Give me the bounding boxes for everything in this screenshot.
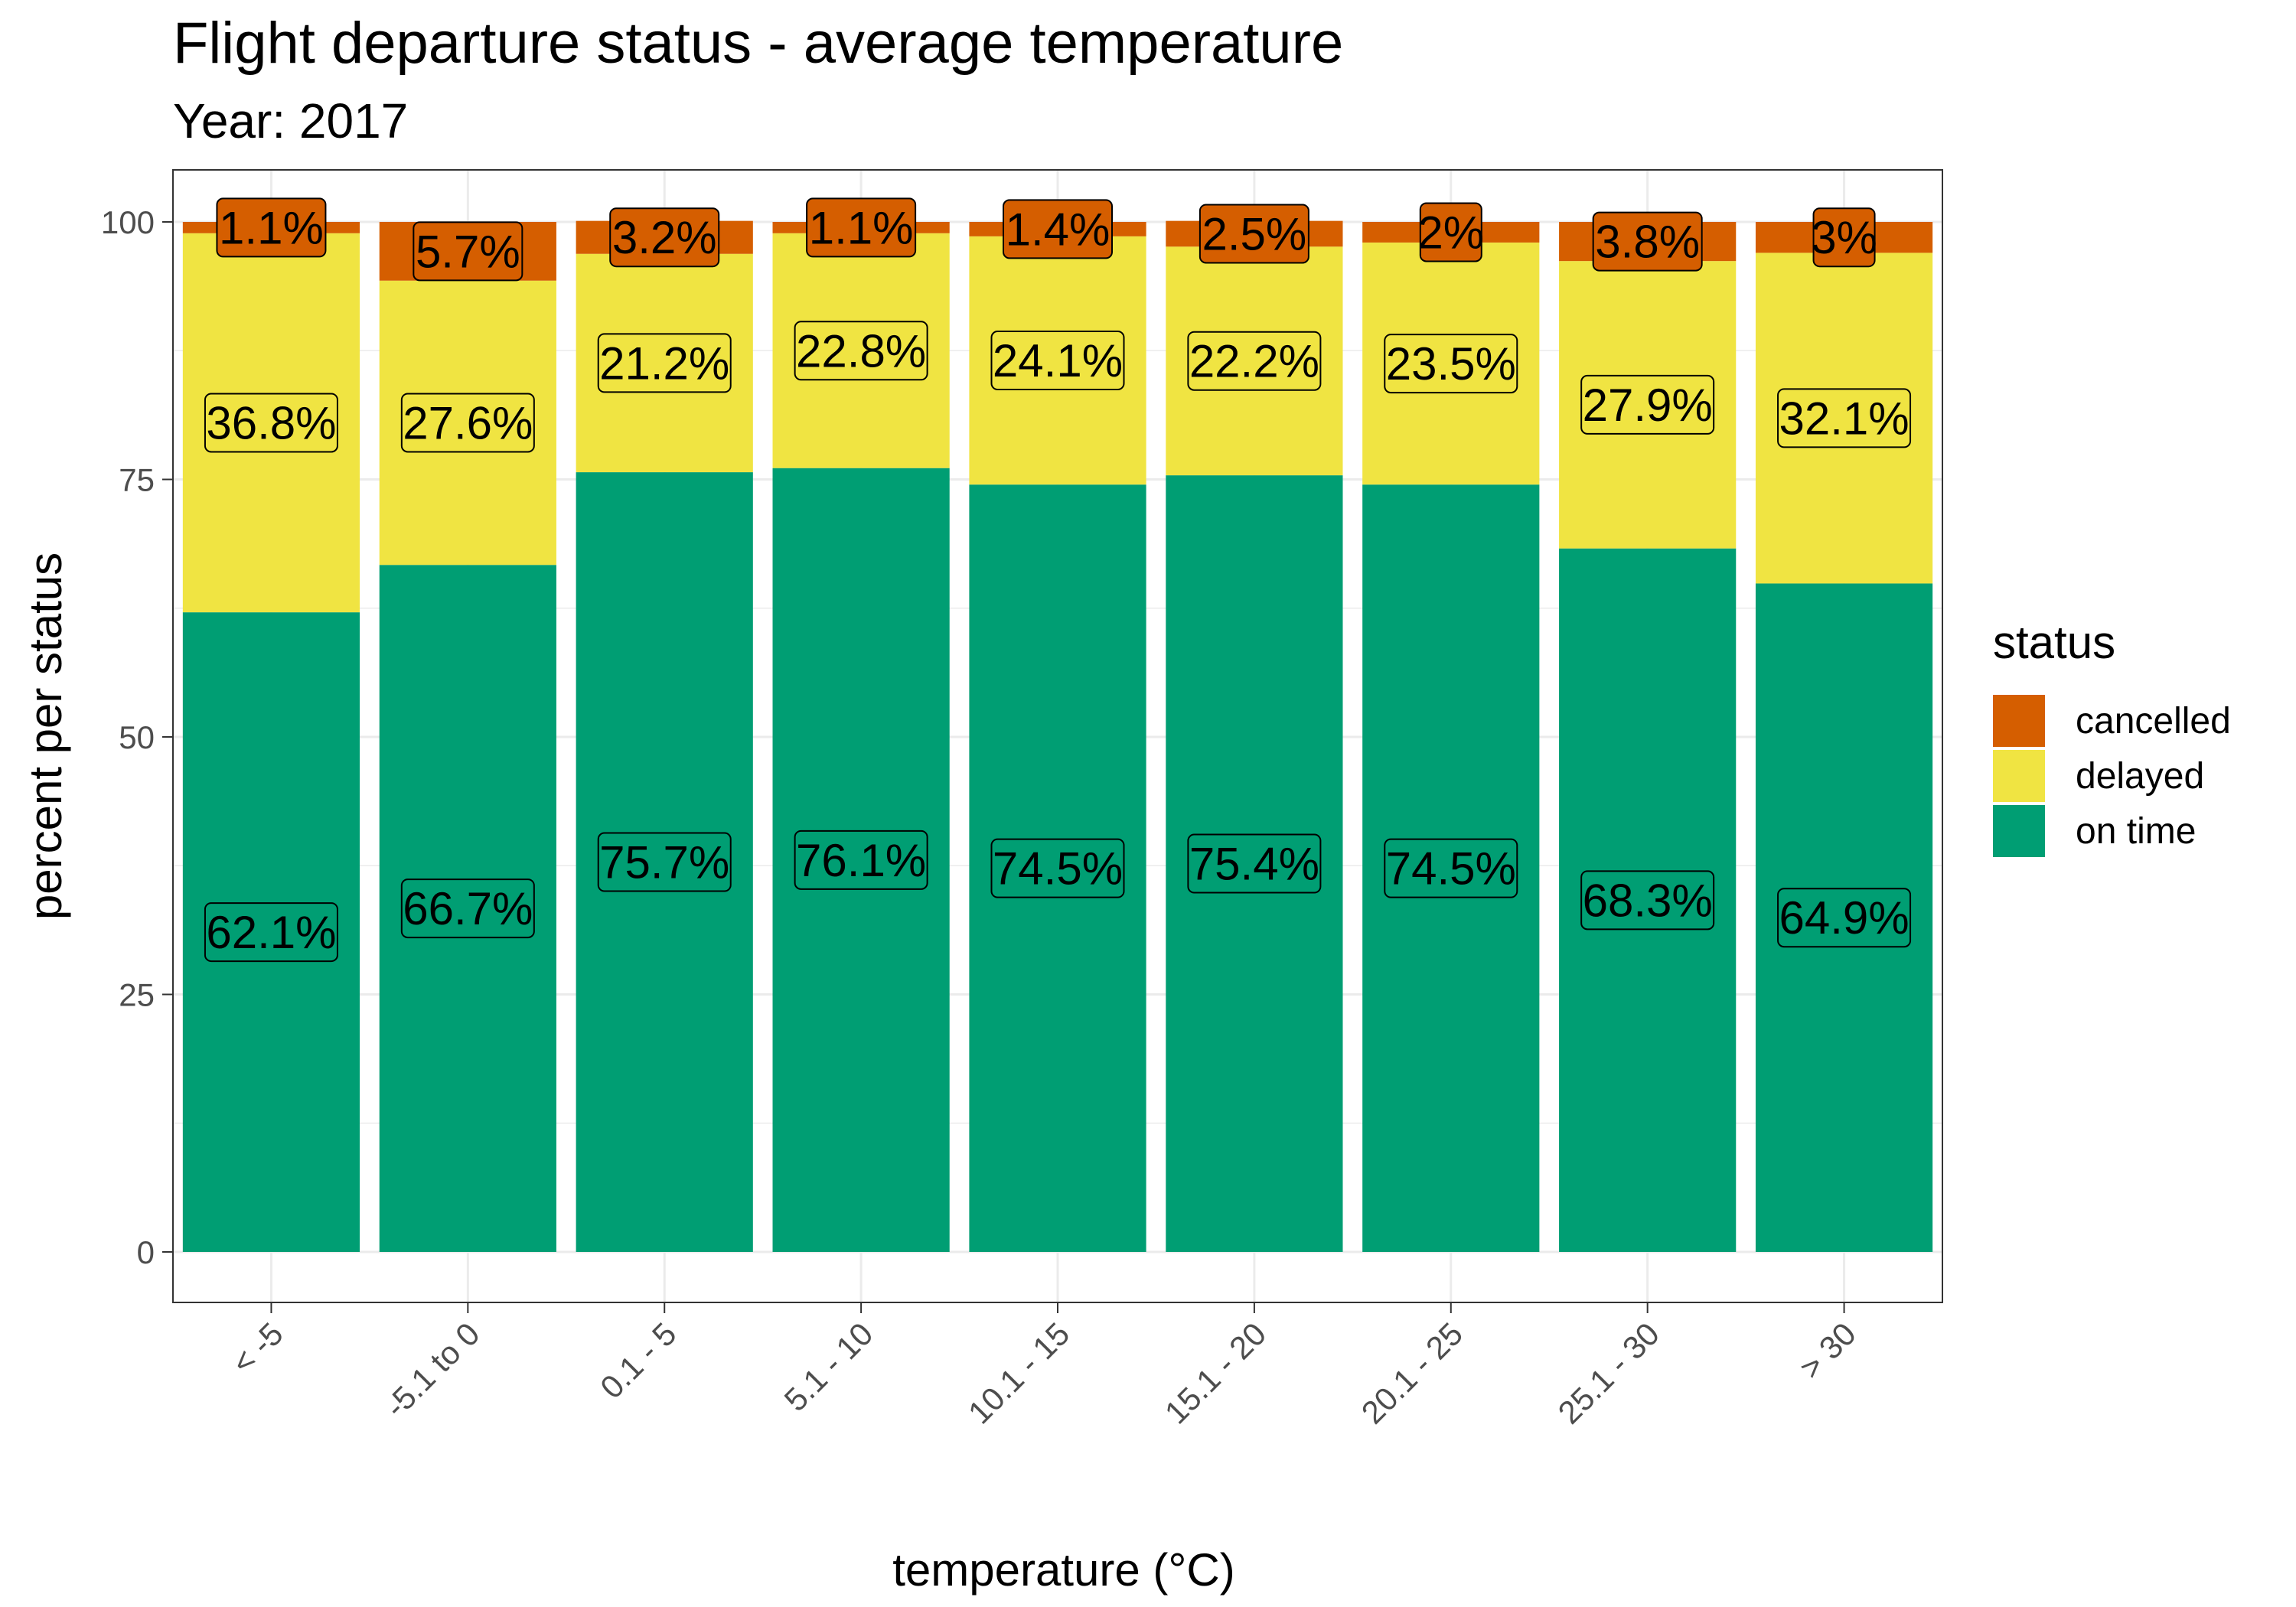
legend-label: on time	[2076, 811, 2196, 852]
legend-key-delayed	[1993, 750, 2045, 802]
data-label: 24.1%	[993, 335, 1123, 386]
data-label-box	[1187, 331, 1322, 391]
data-label-box	[204, 393, 338, 453]
data-label-box	[1419, 202, 1482, 262]
data-label-box	[609, 207, 720, 268]
data-label-box	[1384, 334, 1518, 394]
legend-key-cancelled	[1993, 695, 2045, 747]
data-label-box	[1384, 838, 1518, 898]
chart-title: Flight departure status - average temper…	[173, 11, 1343, 76]
legend-title: status	[1993, 617, 2115, 668]
data-label: 27.6%	[403, 397, 533, 448]
data-label: 36.8%	[206, 397, 336, 448]
data-label-box	[413, 221, 523, 282]
legend: status cancelled delayed on time	[1993, 617, 2231, 857]
data-label: 68.3%	[1583, 875, 1713, 926]
data-label: 32.1%	[1779, 393, 1909, 444]
y-tick-label: 100	[101, 204, 155, 240]
data-label-box	[794, 830, 928, 890]
data-label-box	[1580, 870, 1715, 931]
data-label: 3.2%	[612, 212, 717, 263]
data-label-box	[597, 333, 732, 393]
data-label: 22.8%	[796, 325, 926, 376]
legend-key-on-time	[1993, 805, 2045, 857]
data-label-box	[1580, 374, 1715, 435]
data-label-box	[1777, 888, 1912, 948]
data-labels: 62.1% 66.7% 75.7% 76.1% 74.5% 75.4% 74.5% 68.3%…	[204, 197, 1912, 963]
data-label: 3%	[1811, 212, 1877, 263]
data-label: 27.9%	[1583, 380, 1713, 431]
data-label-box	[806, 197, 917, 258]
y-axis: 0 25 50 75 100	[101, 204, 173, 1270]
y-tick-label: 25	[119, 977, 155, 1013]
data-label: 1.4%	[1006, 204, 1110, 255]
legend-label: delayed	[2076, 756, 2204, 797]
data-label-box	[1812, 207, 1876, 268]
data-label-box	[1777, 388, 1912, 448]
y-tick-label: 0	[137, 1234, 155, 1270]
data-label: 5.7%	[416, 226, 520, 277]
y-tick-label: 75	[119, 462, 155, 498]
data-label: 22.2%	[1189, 336, 1319, 387]
chart-subtitle: Year: 2017	[173, 93, 408, 148]
data-label-box	[990, 838, 1125, 898]
data-label: 75.4%	[1189, 839, 1319, 890]
data-label: 74.5%	[993, 843, 1123, 895]
data-label: 21.2%	[599, 337, 729, 389]
data-label-box	[597, 832, 732, 892]
data-label-box	[216, 197, 327, 258]
data-label: 76.1%	[796, 835, 926, 886]
data-label-box	[1199, 204, 1309, 264]
data-label-box	[400, 393, 535, 453]
data-label-box	[1187, 833, 1322, 894]
data-label: 74.5%	[1386, 843, 1516, 895]
data-label: 1.1%	[219, 202, 324, 253]
data-label: 23.5%	[1386, 338, 1516, 390]
data-label: 64.9%	[1779, 892, 1909, 944]
data-label: 62.1%	[206, 907, 336, 958]
legend-label: cancelled	[2076, 701, 2231, 742]
y-tick-label: 50	[119, 719, 155, 755]
data-label: 66.7%	[403, 883, 533, 934]
y-axis-title: percent per status	[20, 553, 71, 920]
data-label-box	[400, 878, 535, 939]
data-label: 2.5%	[1202, 208, 1307, 259]
data-label-box	[1592, 211, 1703, 272]
data-label-box	[204, 902, 338, 963]
data-label-box	[990, 331, 1125, 391]
data-label: 1.1%	[809, 202, 914, 253]
x-axis-title: temperature (°C)	[892, 1544, 1234, 1596]
data-label: 2%	[1417, 207, 1484, 258]
data-label-box	[1003, 199, 1113, 259]
data-label: 3.8%	[1595, 217, 1700, 268]
data-label: 75.7%	[599, 837, 729, 888]
data-label-box	[794, 321, 928, 381]
